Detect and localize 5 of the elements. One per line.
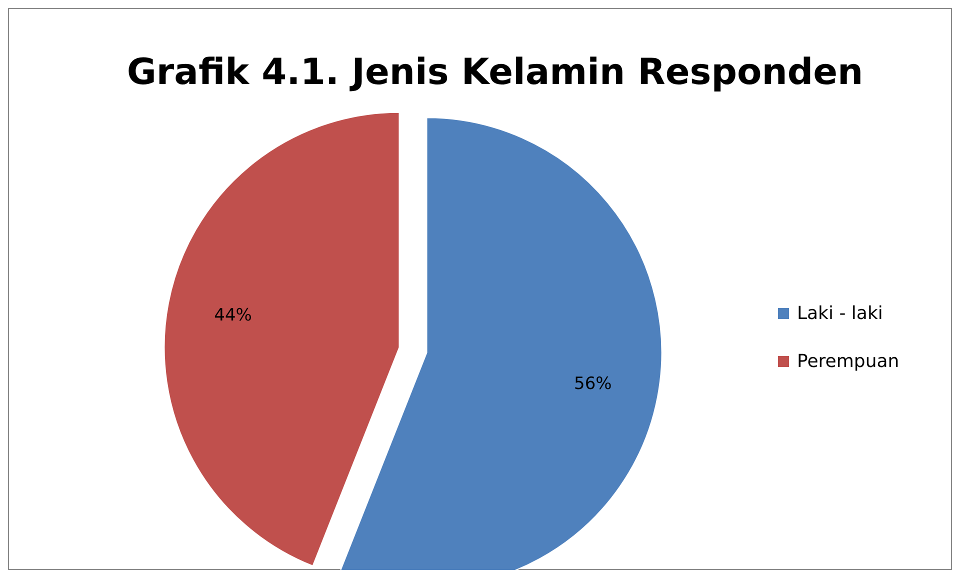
data-label: 44% <box>214 305 252 326</box>
data-label: 56% <box>574 374 612 394</box>
legend-label: Laki - laki <box>797 302 883 324</box>
chart-title: Grafik 4.1. Jenis Kelamin Responden <box>126 52 864 93</box>
legend-label: Perempuan <box>797 350 900 372</box>
